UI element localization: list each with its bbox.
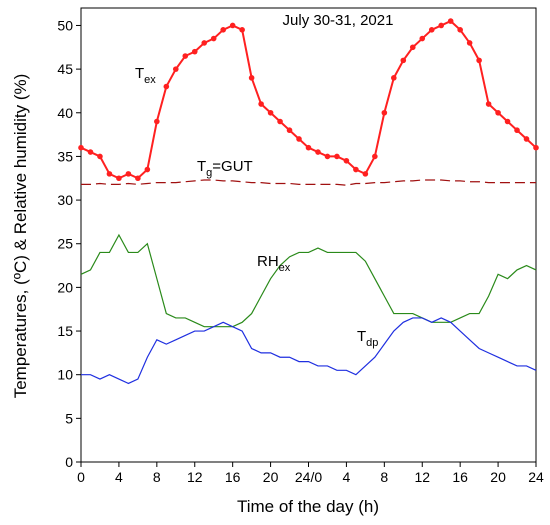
data-point bbox=[438, 22, 445, 29]
data-point bbox=[163, 83, 170, 90]
data-point bbox=[277, 118, 283, 125]
y-tick-label: 40 bbox=[57, 105, 73, 121]
data-point bbox=[485, 101, 492, 107]
data-point bbox=[353, 166, 359, 173]
chart-title: July 30-31, 2021 bbox=[283, 12, 394, 29]
x-tick-label: 24/0 bbox=[295, 469, 322, 485]
x-tick-label: 20 bbox=[490, 469, 506, 485]
data-point bbox=[286, 127, 293, 134]
x-tick-label: 16 bbox=[452, 469, 468, 485]
data-point bbox=[324, 153, 331, 160]
data-point bbox=[182, 53, 189, 59]
series-line bbox=[81, 179, 536, 186]
data-point bbox=[381, 109, 388, 116]
data-point bbox=[305, 144, 312, 151]
y-tick-label: 0 bbox=[65, 454, 73, 470]
x-tick-label: 0 bbox=[77, 469, 85, 485]
data-point bbox=[144, 166, 151, 173]
data-point bbox=[447, 18, 454, 24]
series-line bbox=[81, 317, 537, 385]
y-tick-label: 45 bbox=[57, 61, 73, 77]
data-point bbox=[466, 40, 473, 46]
y-tick-label: 30 bbox=[57, 192, 73, 208]
data-point bbox=[372, 153, 378, 160]
data-point bbox=[172, 66, 179, 72]
data-point bbox=[334, 153, 340, 160]
series-label-name: T bbox=[135, 65, 144, 82]
series-label-name: T bbox=[197, 158, 206, 175]
series-label-subscript: g bbox=[206, 167, 212, 179]
data-point bbox=[428, 27, 435, 33]
data-point bbox=[315, 149, 321, 155]
series-label-name: RH bbox=[257, 253, 279, 270]
series-label: Tg=GUT bbox=[197, 158, 253, 179]
data-point bbox=[210, 35, 217, 42]
data-point bbox=[362, 171, 369, 177]
series-line bbox=[80, 233, 537, 328]
x-tick-label: 4 bbox=[115, 469, 123, 485]
x-tick-label: 12 bbox=[187, 469, 203, 485]
data-point bbox=[495, 109, 501, 116]
data-point bbox=[106, 171, 113, 177]
data-point bbox=[239, 27, 245, 33]
x-tick-label: 20 bbox=[263, 469, 279, 485]
series-label-subscript: dp bbox=[366, 337, 378, 349]
data-point bbox=[248, 75, 255, 81]
data-point bbox=[523, 136, 530, 142]
data-point bbox=[400, 57, 407, 64]
data-point bbox=[87, 149, 94, 155]
y-tick-label: 15 bbox=[57, 323, 73, 339]
y-tick-label: 50 bbox=[57, 17, 73, 33]
x-tick-label: 12 bbox=[414, 469, 430, 485]
data-point bbox=[191, 48, 198, 55]
x-tick-label: 8 bbox=[380, 469, 388, 485]
data-point bbox=[419, 35, 426, 42]
data-point bbox=[391, 75, 397, 81]
data-point bbox=[476, 57, 482, 64]
x-axis-label: Time of the day (h) bbox=[237, 497, 379, 516]
data-point bbox=[78, 144, 84, 151]
data-point bbox=[533, 144, 539, 151]
y-tick-label: 10 bbox=[57, 367, 73, 383]
y-tick-label: 35 bbox=[57, 148, 73, 164]
y-tick-label: 5 bbox=[65, 410, 73, 426]
data-point bbox=[514, 127, 520, 134]
data-point bbox=[220, 27, 226, 33]
series-label-name: T bbox=[357, 328, 366, 345]
data-point bbox=[267, 109, 274, 116]
x-tick-label: 8 bbox=[153, 469, 161, 485]
series-label-subscript: ex bbox=[144, 74, 156, 86]
data-point bbox=[229, 22, 236, 29]
y-tick-label: 20 bbox=[57, 279, 73, 295]
series-label: RHex bbox=[257, 253, 291, 274]
data-point bbox=[125, 171, 132, 177]
data-point bbox=[201, 40, 208, 46]
data-point bbox=[343, 157, 350, 164]
data-point bbox=[258, 101, 264, 107]
series-label-suffix: =GUT bbox=[212, 158, 252, 175]
y-tick-label: 25 bbox=[57, 236, 73, 252]
y-axis-label: Temperatures, (ºC) & Relative humidity (… bbox=[11, 74, 30, 399]
data-point bbox=[135, 175, 141, 182]
series-label: Tdp bbox=[357, 328, 378, 349]
x-tick-label: 24 bbox=[528, 469, 544, 485]
data-point bbox=[504, 118, 511, 125]
data-point bbox=[116, 175, 122, 182]
x-tick-label: 4 bbox=[343, 469, 351, 485]
data-point bbox=[457, 27, 463, 33]
data-point bbox=[97, 153, 103, 160]
data-point bbox=[154, 118, 160, 125]
data-point bbox=[296, 136, 302, 142]
data-point bbox=[409, 44, 416, 51]
series-label-subscript: ex bbox=[279, 262, 291, 274]
x-tick-label: 16 bbox=[225, 469, 241, 485]
series-label: Tex bbox=[135, 65, 156, 86]
